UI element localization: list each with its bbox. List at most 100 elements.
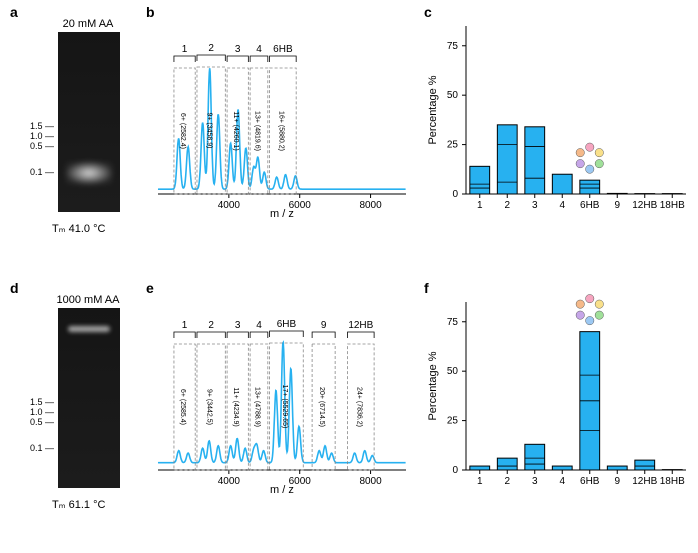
gel-a-band — [66, 162, 112, 184]
svg-text:1: 1 — [477, 476, 483, 487]
figure-root: a b c d e f 20 mM AA 1.5 — 1.0 — 0.5 — 0… — [0, 0, 698, 553]
bar-9 — [607, 466, 627, 470]
ruler-val: 0.5 — [30, 417, 43, 427]
svg-text:17+ (5529.65): 17+ (5529.65) — [281, 385, 288, 429]
svg-text:6HB: 6HB — [277, 319, 297, 330]
svg-text:9: 9 — [614, 476, 620, 487]
svg-text:75: 75 — [447, 41, 459, 52]
svg-text:8000: 8000 — [359, 200, 382, 211]
ruler-val: 1.0 — [30, 131, 43, 141]
gel-a-title: 20 mM AA — [48, 18, 128, 30]
panel-label-d: d — [10, 280, 19, 296]
molecule-circle — [586, 165, 594, 173]
molecule-circle — [595, 300, 603, 308]
gel-a-ruler-01: 0.1 — — [24, 168, 54, 177]
svg-text:2: 2 — [208, 320, 214, 331]
gel-d-image — [58, 308, 120, 488]
svg-text:12HB: 12HB — [632, 476, 657, 487]
svg-text:25: 25 — [447, 416, 459, 427]
svg-text:16+ (5880.2): 16+ (5880.2) — [277, 111, 284, 151]
svg-text:6HB: 6HB — [580, 200, 600, 211]
ruler-val: 1.0 — [30, 407, 43, 417]
panel-b-xlabel: m / z — [270, 208, 294, 220]
svg-text:3: 3 — [235, 320, 241, 331]
barchart-c-svg: 0255075Percentage %12346HB912HB18HB — [424, 12, 692, 224]
molecule-circle — [595, 159, 603, 167]
svg-text:25: 25 — [447, 140, 459, 151]
bar-2 — [497, 458, 517, 470]
svg-text:9: 9 — [614, 200, 620, 211]
barchart-f-svg: 0255075Percentage %12346HB912HB18HB — [424, 288, 692, 500]
panel-f-barchart: 0255075Percentage %12346HB912HB18HB — [424, 288, 692, 498]
svg-text:4: 4 — [256, 44, 262, 55]
svg-text:4: 4 — [559, 476, 565, 487]
svg-text:3: 3 — [532, 200, 538, 211]
svg-text:0: 0 — [452, 465, 458, 476]
gel-a-ruler-05: 0.5 — — [24, 142, 54, 151]
svg-text:13+ (4819.6): 13+ (4819.6) — [253, 111, 260, 151]
bar-3 — [525, 127, 545, 194]
svg-text:50: 50 — [447, 366, 459, 377]
svg-text:11+ (4260.1): 11+ (4260.1) — [232, 111, 239, 150]
bar-1 — [470, 166, 490, 194]
svg-text:6HB: 6HB — [273, 44, 293, 55]
gel-a-tm: Tₘ 41.0 °C — [52, 222, 105, 235]
svg-text:9: 9 — [321, 320, 327, 331]
gel-d-ruler-10: 1.0 — — [24, 408, 54, 417]
svg-text:4000: 4000 — [218, 476, 241, 487]
spectrum-b-svg: 40006000800016+ (2582.4)29+ (3458.9)311+… — [152, 12, 412, 222]
molecule-circle — [586, 316, 594, 324]
panel-e-xlabel: m / z — [270, 484, 294, 496]
svg-text:18HB: 18HB — [660, 476, 685, 487]
svg-text:4000: 4000 — [218, 200, 241, 211]
svg-text:0: 0 — [452, 189, 458, 200]
gel-d-tm: Tₘ 61.1 °C — [52, 498, 105, 511]
svg-text:50: 50 — [447, 90, 459, 101]
svg-text:3: 3 — [235, 44, 241, 55]
svg-text:6HB: 6HB — [580, 476, 600, 487]
svg-text:12HB: 12HB — [348, 320, 373, 331]
molecule-circle — [576, 300, 584, 308]
gel-d-band — [68, 326, 110, 332]
svg-text:1: 1 — [182, 320, 188, 331]
svg-text:20+ (6714.5): 20+ (6714.5) — [318, 387, 325, 427]
molecule-circle — [576, 148, 584, 156]
svg-text:Percentage %: Percentage % — [427, 75, 439, 144]
bar-9 — [607, 193, 627, 194]
bar-4 — [552, 174, 572, 194]
molecule-circle — [586, 143, 594, 151]
molecule-circle — [576, 311, 584, 319]
spectrum-e-svg: 40006000800016+ (2585.4)29+ (3442.5)311+… — [152, 288, 412, 498]
svg-text:18HB: 18HB — [660, 200, 685, 211]
svg-text:6+ (2585.4): 6+ (2585.4) — [179, 389, 186, 425]
panel-label-a: a — [10, 4, 18, 20]
svg-text:2: 2 — [504, 200, 510, 211]
panel-e-spectrum: 40006000800016+ (2585.4)29+ (3442.5)311+… — [152, 288, 412, 498]
svg-text:9+ (3458.9): 9+ (3458.9) — [206, 113, 213, 149]
svg-text:12HB: 12HB — [632, 200, 657, 211]
svg-text:1: 1 — [477, 200, 483, 211]
svg-text:9+ (3442.5): 9+ (3442.5) — [206, 389, 213, 425]
svg-text:1: 1 — [182, 44, 188, 55]
gel-a-image — [58, 32, 120, 212]
gel-d-ruler-01: 0.1 — — [24, 444, 54, 453]
svg-text:13+ (4788.9): 13+ (4788.9) — [253, 387, 260, 427]
gel-a-ruler-15: 1.5 — — [24, 122, 54, 131]
svg-text:6+ (2582.4): 6+ (2582.4) — [179, 113, 186, 149]
bar-1 — [470, 466, 490, 470]
svg-text:Percentage %: Percentage % — [427, 351, 439, 420]
bar-4 — [552, 466, 572, 470]
svg-text:2: 2 — [208, 43, 214, 54]
bar-6HB — [580, 180, 600, 194]
svg-text:8000: 8000 — [359, 476, 382, 487]
svg-text:2: 2 — [504, 476, 510, 487]
svg-text:75: 75 — [447, 317, 459, 328]
bar-2 — [497, 125, 517, 194]
bar-3 — [525, 444, 545, 470]
molecule-circle — [595, 148, 603, 156]
ruler-val: 0.5 — [30, 141, 43, 151]
gel-d-ruler-15: 1.5 — — [24, 398, 54, 407]
ruler-val: 0.1 — [30, 443, 43, 453]
gel-d-title: 1000 mM AA — [40, 294, 136, 306]
molecule-circle — [586, 294, 594, 302]
